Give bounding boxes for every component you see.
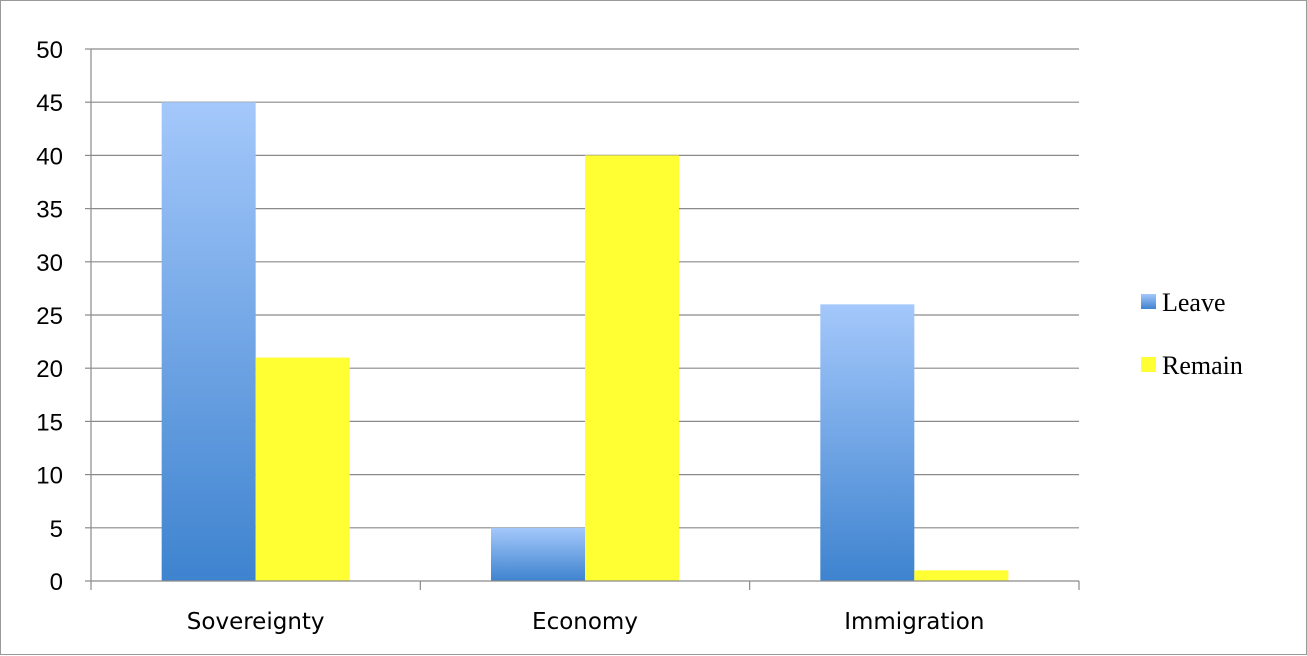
y-tick-label: 5 xyxy=(50,516,63,543)
x-category-label: Sovereignty xyxy=(187,609,325,635)
y-tick-label: 30 xyxy=(36,250,63,277)
bar-remain-immigration xyxy=(914,570,1009,581)
x-category-label: Immigration xyxy=(844,609,984,635)
bar-remain-economy xyxy=(585,155,679,581)
bar-remain-sovereignty xyxy=(255,357,350,581)
bar-leave-sovereignty xyxy=(161,102,256,581)
y-tick-label: 15 xyxy=(36,409,63,436)
y-axis-ticks: 0 5 10 15 20 25 30 35 40 45 50 xyxy=(36,37,91,596)
y-tick-label: 35 xyxy=(36,197,63,224)
bar-leave-economy xyxy=(491,527,585,581)
axes xyxy=(90,49,1079,582)
y-tick-label: 50 xyxy=(36,37,63,64)
bars xyxy=(161,102,1009,581)
legend: Leave Remain xyxy=(1141,288,1243,380)
y-tick-label: 10 xyxy=(36,463,63,490)
bar-leave-immigration xyxy=(820,304,915,581)
y-tick-label: 20 xyxy=(36,356,63,383)
legend-swatch-remain xyxy=(1141,357,1156,372)
y-tick-label: 0 xyxy=(50,569,63,596)
legend-label-remain: Remain xyxy=(1162,351,1243,380)
x-category-label: Economy xyxy=(532,609,638,635)
legend-swatch-leave xyxy=(1141,294,1156,309)
legend-label-leave: Leave xyxy=(1162,288,1226,317)
y-tick-label: 45 xyxy=(36,90,63,117)
y-tick-label: 40 xyxy=(36,143,63,170)
x-axis-ticks: Sovereignty Economy Immigration xyxy=(90,581,1080,635)
y-tick-label: 25 xyxy=(36,303,63,330)
